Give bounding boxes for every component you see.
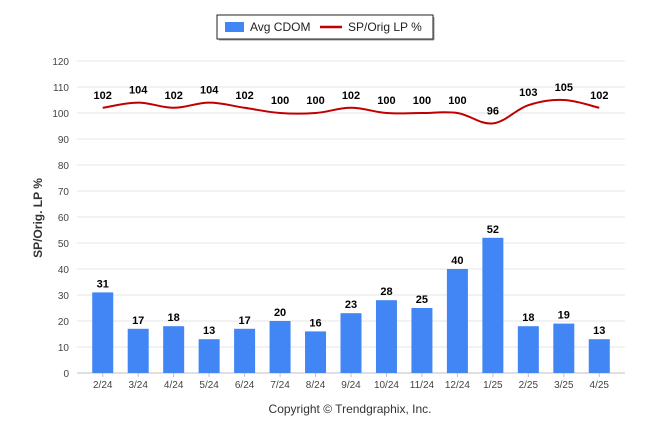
bar-data-label: 20: [274, 307, 286, 319]
line-data-label: 102: [94, 90, 112, 102]
x-tick-label: 4/25: [590, 380, 610, 391]
y-tick-label: 100: [52, 109, 69, 120]
y-tick-label: 0: [63, 369, 69, 380]
y-tick-label: 120: [52, 57, 69, 68]
bar-avg-cdom[interactable]: [305, 331, 327, 373]
bar-data-label: 16: [309, 317, 321, 329]
x-tick-label: 2/25: [519, 380, 539, 391]
bar-avg-cdom[interactable]: [234, 328, 256, 373]
bar-avg-cdom[interactable]: [198, 339, 220, 373]
bar-data-label: 40: [451, 255, 463, 267]
x-tick-label: 8/24: [306, 380, 326, 391]
x-tick-label: 3/25: [554, 380, 574, 391]
x-tick-label: 10/24: [374, 380, 399, 391]
bar-avg-cdom[interactable]: [411, 308, 433, 373]
bar-avg-cdom[interactable]: [340, 313, 362, 373]
line-data-label: 102: [590, 90, 608, 102]
bar-data-label: 18: [168, 312, 180, 324]
x-tick-label: 9/24: [341, 380, 361, 391]
bar-avg-cdom[interactable]: [517, 326, 539, 373]
line-data-label: 100: [448, 95, 466, 107]
line-data-label: 104: [200, 85, 219, 97]
bar-avg-cdom[interactable]: [127, 328, 149, 373]
legend-swatch-avg-cdom: [225, 22, 244, 32]
legend: Avg CDOM SP/Orig LP %: [216, 14, 435, 41]
bar-avg-cdom[interactable]: [482, 237, 504, 373]
x-tick-label: 11/24: [410, 380, 435, 391]
y-tick-label: 80: [58, 161, 70, 172]
x-tick-label: 7/24: [270, 380, 290, 391]
copyright-footer: Copyright © Trendgraphix, Inc.: [269, 402, 432, 416]
bar-avg-cdom[interactable]: [92, 292, 114, 373]
bar-avg-cdom[interactable]: [375, 300, 397, 373]
y-tick-label: 10: [58, 343, 70, 354]
y-tick-label: 40: [58, 265, 70, 276]
y-axis-title: SP/Orig. LP %: [31, 178, 45, 258]
bar-avg-cdom[interactable]: [446, 269, 468, 373]
bar-data-label: 31: [97, 278, 109, 290]
bar-avg-cdom[interactable]: [553, 323, 575, 373]
bar-data-label: 25: [416, 294, 428, 306]
bar-data-label: 13: [593, 325, 605, 337]
line-sp-orig-lp[interactable]: [102, 98, 600, 125]
line-series-sp-orig-lp: 102 104 102 104 102 100 100 102 100 100 100 96 103 10…: [94, 82, 608, 125]
line-data-label: 102: [342, 90, 360, 102]
x-tick-label: 3/24: [128, 380, 148, 391]
line-data-label: 102: [235, 90, 253, 102]
bar-data-label: 18: [522, 312, 534, 324]
bar-data-label: 17: [238, 315, 250, 327]
line-data-label: 103: [519, 87, 537, 99]
line-data-label: 100: [306, 95, 324, 107]
line-data-label: 96: [487, 105, 499, 117]
line-data-label: 102: [164, 90, 182, 102]
bar-data-label: 13: [203, 325, 215, 337]
gridlines: [77, 60, 625, 374]
x-tick-label: 5/24: [199, 380, 219, 391]
bar-data-label: 28: [380, 286, 392, 298]
y-tick-label: 20: [58, 317, 70, 328]
bar-data-label: 52: [487, 224, 499, 236]
bar-avg-cdom[interactable]: [588, 339, 610, 373]
x-tick-label: 2/24: [93, 380, 113, 391]
bar-data-label: 17: [132, 315, 144, 327]
x-tick-label: 4/24: [164, 380, 184, 391]
y-tick-label: 50: [58, 239, 70, 250]
y-tick-label: 110: [53, 83, 69, 94]
x-tick-label: 12/24: [445, 380, 470, 391]
x-axis-ticks: 2/24 3/24 4/24 5/24 6/24 7/24 8/24 9/24 10/24 11/…: [93, 373, 609, 391]
line-data-label: 105: [555, 82, 573, 94]
y-tick-label: 30: [58, 291, 70, 302]
y-tick-label: 90: [58, 135, 70, 146]
line-data-label: 100: [413, 95, 431, 107]
x-tick-label: 1/25: [483, 380, 503, 391]
line-data-label: 100: [377, 95, 395, 107]
legend-label-sp-orig-lp[interactable]: SP/Orig LP %: [348, 20, 422, 34]
bar-avg-cdom[interactable]: [163, 326, 185, 373]
bar-series-avg-cdom: 31 17 18 13 17 20 16 23 28 25 40 52 18 19 13: [92, 224, 610, 373]
line-data-label: 104: [129, 85, 148, 97]
y-axis-ticks: 0 10 20 30 40 50 60 70 80 90 100 110 120: [52, 57, 69, 380]
bar-data-label: 19: [558, 310, 570, 322]
bar-data-label: 23: [345, 299, 357, 311]
y-tick-label: 60: [58, 213, 70, 224]
legend-label-avg-cdom[interactable]: Avg CDOM: [250, 20, 310, 34]
y-tick-label: 70: [58, 187, 70, 198]
x-tick-label: 6/24: [235, 380, 255, 391]
bar-avg-cdom[interactable]: [269, 321, 291, 373]
line-data-label: 100: [271, 95, 289, 107]
